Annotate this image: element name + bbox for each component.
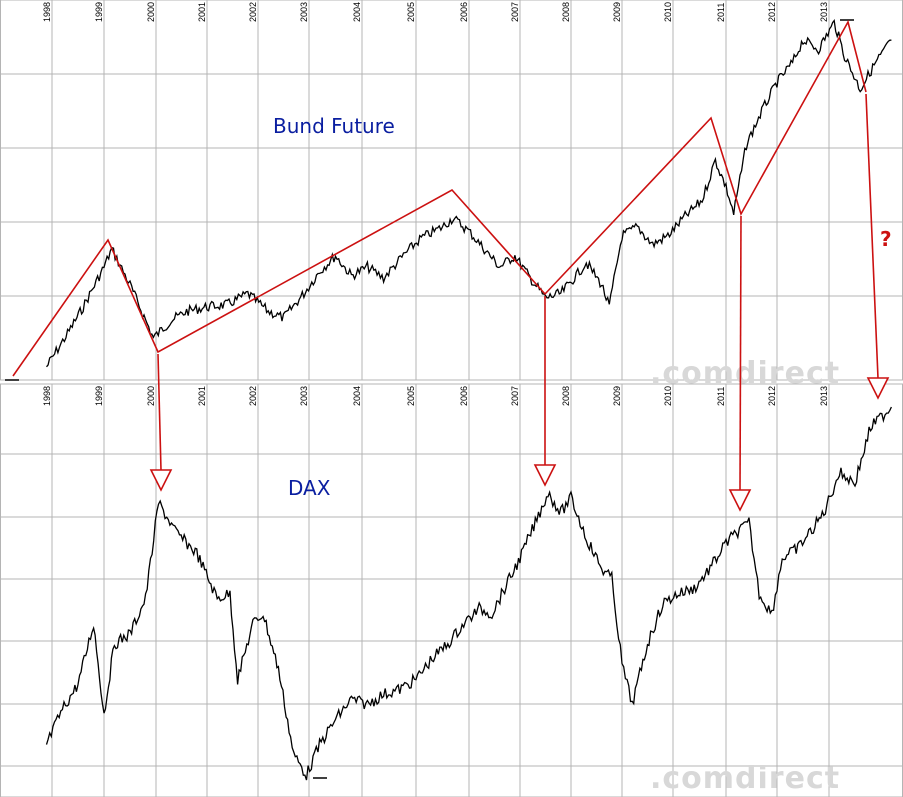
bund-tick-1998: 1998 xyxy=(42,2,52,22)
dax-tick-2012: 2012 xyxy=(767,386,777,406)
dax-tick-2004: 2004 xyxy=(352,386,362,406)
bund-to-dax-arrows xyxy=(149,93,890,512)
bund-tick-2000: 2000 xyxy=(146,2,156,22)
dax-tick-2005: 2005 xyxy=(406,386,416,406)
dax-tick-2013: 2013 xyxy=(819,386,829,406)
dax-tick-2007: 2007 xyxy=(510,386,520,406)
dax-title: DAX xyxy=(288,476,331,500)
bund-watermark: .comdirect xyxy=(650,356,840,391)
bund-tick-2002: 2002 xyxy=(248,2,258,22)
dax-tick-2000: 2000 xyxy=(146,386,156,406)
dax-tick-1999: 1999 xyxy=(94,386,104,406)
dax-series-line xyxy=(45,406,892,781)
dax-watermark: .comdirect xyxy=(650,761,840,796)
dax-tick-2008: 2008 xyxy=(561,386,571,406)
dax-tick-1998: 1998 xyxy=(42,386,52,406)
bund-tick-1999: 1999 xyxy=(94,2,104,22)
bund-tick-2010: 2010 xyxy=(663,2,673,22)
dax-tick-2006: 2006 xyxy=(459,386,469,406)
dax-tick-2009: 2009 xyxy=(612,386,622,406)
dax-year-ticks: 1998 1999 2000 2001 2002 2003 2004 2005 2006 2007… xyxy=(42,386,829,406)
dax-tick-2002: 2002 xyxy=(248,386,258,406)
bund-grid xyxy=(0,0,903,381)
bund-tick-2003: 2003 xyxy=(299,2,309,22)
bund-tick-2004: 2004 xyxy=(352,2,362,22)
dax-tick-2003: 2003 xyxy=(299,386,309,406)
bund-tick-2011: 2011 xyxy=(716,3,726,22)
bund-trend-lines xyxy=(12,19,867,377)
bund-tick-2007: 2007 xyxy=(510,2,520,22)
dax-tick-2010: 2010 xyxy=(663,386,673,406)
dax-tick-2011: 2011 xyxy=(716,387,726,406)
dax-tick-2001: 2001 xyxy=(197,386,207,406)
bund-tick-2013: 2013 xyxy=(819,2,829,22)
question-annotation: ? xyxy=(880,227,892,251)
bund-tick-2005: 2005 xyxy=(406,2,416,22)
bund-series-line xyxy=(46,19,892,368)
bund-tick-2006: 2006 xyxy=(459,2,469,22)
bund-year-ticks: 1998 1999 2000 2001 2002 2003 2004 2005 2006 2007… xyxy=(42,2,829,22)
bund-tick-2001: 2001 xyxy=(197,2,207,22)
bund-tick-2012: 2012 xyxy=(767,2,777,22)
bund-tick-2009: 2009 xyxy=(612,2,622,22)
dax-grid xyxy=(0,383,903,797)
bund-tick-2008: 2008 xyxy=(561,2,571,22)
bund-title: Bund Future xyxy=(273,114,395,138)
